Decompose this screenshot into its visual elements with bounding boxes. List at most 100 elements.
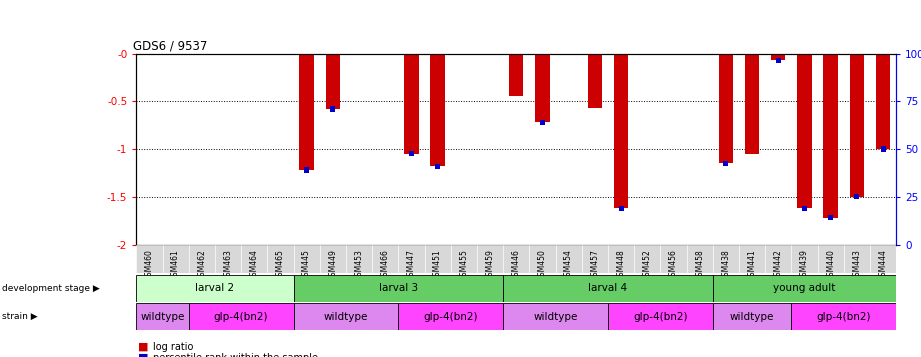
Bar <box>870 245 896 273</box>
Text: young adult: young adult <box>774 283 835 293</box>
Bar <box>294 245 320 273</box>
Bar <box>299 54 314 170</box>
Text: GSM442: GSM442 <box>774 249 783 281</box>
Bar <box>739 245 765 273</box>
Bar <box>430 54 445 166</box>
Bar <box>540 120 545 125</box>
Text: GSM465: GSM465 <box>276 249 285 281</box>
Bar <box>503 303 608 330</box>
Text: wildtype: wildtype <box>729 312 775 322</box>
Bar <box>372 245 398 273</box>
Text: GSM447: GSM447 <box>407 249 416 281</box>
Text: GSM462: GSM462 <box>197 249 206 281</box>
Bar <box>189 303 294 330</box>
Bar <box>136 275 294 302</box>
Bar <box>509 54 523 96</box>
Bar <box>876 54 891 149</box>
Bar <box>608 303 713 330</box>
Text: glp-4(bn2): glp-4(bn2) <box>817 312 871 322</box>
Bar <box>582 245 608 273</box>
Bar <box>435 164 440 169</box>
Bar <box>771 54 786 60</box>
Text: GSM448: GSM448 <box>616 249 625 281</box>
Bar <box>713 275 896 302</box>
Text: GSM463: GSM463 <box>224 249 232 281</box>
Bar <box>320 245 346 273</box>
Text: GSM461: GSM461 <box>171 249 181 281</box>
Bar <box>294 303 398 330</box>
Text: GSM454: GSM454 <box>565 249 573 281</box>
Text: GSM452: GSM452 <box>643 249 652 281</box>
Bar <box>608 245 635 273</box>
Text: GSM456: GSM456 <box>669 249 678 281</box>
Bar <box>326 54 340 109</box>
Text: GSM438: GSM438 <box>721 249 730 281</box>
Text: strain ▶: strain ▶ <box>2 312 38 321</box>
Text: development stage ▶: development stage ▶ <box>2 283 99 293</box>
Text: GSM457: GSM457 <box>590 249 600 281</box>
Bar <box>398 303 503 330</box>
Text: ■: ■ <box>138 353 148 357</box>
Text: GSM445: GSM445 <box>302 249 311 281</box>
Text: wildtype: wildtype <box>533 312 577 322</box>
Bar <box>267 245 294 273</box>
Text: glp-4(bn2): glp-4(bn2) <box>424 312 478 322</box>
Bar <box>745 54 759 154</box>
Bar <box>723 161 729 166</box>
Text: GSM441: GSM441 <box>748 249 756 281</box>
Text: GSM444: GSM444 <box>879 249 888 281</box>
Text: GSM466: GSM466 <box>380 249 390 281</box>
Bar <box>823 54 838 218</box>
Bar <box>409 151 414 156</box>
Bar <box>713 245 739 273</box>
Bar <box>765 245 791 273</box>
Text: GSM443: GSM443 <box>852 249 861 281</box>
Bar <box>331 106 335 112</box>
Text: GSM450: GSM450 <box>538 249 547 281</box>
Bar <box>189 245 215 273</box>
Bar <box>880 146 886 152</box>
Bar <box>503 245 530 273</box>
Bar <box>828 215 834 220</box>
Bar <box>304 167 309 173</box>
Text: GSM440: GSM440 <box>826 249 835 281</box>
Bar <box>162 245 189 273</box>
Bar <box>850 54 864 197</box>
Text: GSM449: GSM449 <box>328 249 337 281</box>
Text: GSM460: GSM460 <box>145 249 154 281</box>
Text: log ratio: log ratio <box>153 342 193 352</box>
Text: larval 2: larval 2 <box>195 283 235 293</box>
Bar <box>450 245 477 273</box>
Bar <box>713 303 791 330</box>
Text: percentile rank within the sample: percentile rank within the sample <box>153 353 318 357</box>
Text: wildtype: wildtype <box>323 312 368 322</box>
Text: GSM453: GSM453 <box>355 249 364 281</box>
Bar <box>613 54 628 208</box>
Text: larval 4: larval 4 <box>589 283 627 293</box>
Bar <box>619 206 624 211</box>
Bar <box>791 303 896 330</box>
Bar <box>791 245 818 273</box>
Bar <box>802 206 807 211</box>
Text: GDS6 / 9537: GDS6 / 9537 <box>133 39 207 52</box>
Bar <box>718 54 733 164</box>
Bar <box>535 54 550 122</box>
Bar <box>398 245 425 273</box>
Text: glp-4(bn2): glp-4(bn2) <box>214 312 268 322</box>
Bar <box>686 245 713 273</box>
Text: glp-4(bn2): glp-4(bn2) <box>633 312 688 322</box>
Bar <box>555 245 582 273</box>
Bar <box>477 245 503 273</box>
Text: GSM439: GSM439 <box>800 249 809 281</box>
Bar <box>844 245 870 273</box>
Text: GSM451: GSM451 <box>433 249 442 281</box>
Text: GSM446: GSM446 <box>512 249 520 281</box>
Bar <box>530 245 555 273</box>
Text: GSM459: GSM459 <box>485 249 495 281</box>
Bar <box>855 194 859 200</box>
Bar <box>818 245 844 273</box>
Bar <box>503 275 713 302</box>
Bar <box>425 245 450 273</box>
Text: GSM455: GSM455 <box>460 249 468 281</box>
Text: GSM458: GSM458 <box>695 249 705 281</box>
